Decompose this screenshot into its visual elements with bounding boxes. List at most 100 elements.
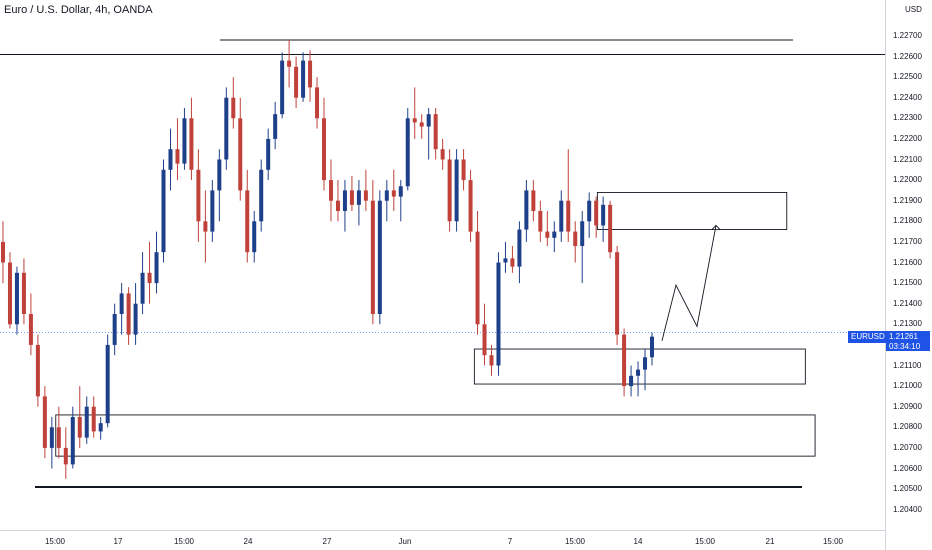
candle-body bbox=[384, 190, 389, 201]
candle-body bbox=[133, 303, 138, 335]
price-label: 1.20700 bbox=[893, 442, 922, 452]
candle-body bbox=[210, 190, 215, 232]
candle-body bbox=[280, 60, 285, 115]
candle-body bbox=[231, 97, 236, 119]
projection-path bbox=[661, 225, 717, 341]
time-label: 15:00 bbox=[173, 537, 195, 546]
candle-body bbox=[49, 427, 54, 448]
time-label: 15:00 bbox=[694, 537, 716, 546]
candle-body bbox=[217, 159, 222, 191]
candle-body bbox=[405, 118, 410, 187]
horizontal-levels bbox=[0, 39, 885, 489]
candle-body bbox=[461, 159, 466, 181]
price-label: 1.21800 bbox=[893, 216, 922, 226]
candle-body bbox=[259, 169, 264, 222]
candle-body bbox=[370, 200, 375, 314]
price-label: 1.21900 bbox=[893, 195, 922, 205]
zone-box bbox=[55, 414, 816, 457]
price-label: 1.21100 bbox=[893, 360, 922, 370]
candle-body bbox=[447, 159, 452, 222]
candle-body bbox=[594, 200, 599, 226]
candle-body bbox=[629, 375, 634, 387]
candle-body bbox=[412, 118, 417, 123]
time-label: 15:00 bbox=[564, 537, 586, 546]
price-label: 1.22600 bbox=[893, 51, 922, 61]
candle-body bbox=[140, 272, 145, 304]
candle-body bbox=[419, 122, 424, 127]
candle-body bbox=[119, 293, 124, 314]
price-label: 1.21600 bbox=[893, 257, 922, 267]
candle-body bbox=[154, 252, 159, 284]
candle-body bbox=[377, 200, 382, 314]
candle-body bbox=[608, 204, 613, 253]
candle-body bbox=[322, 118, 327, 181]
candle-body bbox=[63, 447, 68, 465]
candle-body bbox=[203, 221, 208, 232]
price-label: 1.20800 bbox=[893, 422, 922, 432]
candle-body bbox=[70, 417, 75, 465]
candle-body bbox=[196, 169, 201, 222]
candle-body bbox=[301, 60, 306, 98]
candle-body bbox=[147, 272, 152, 284]
candle-body bbox=[335, 200, 340, 211]
candles-group bbox=[1, 40, 654, 479]
candle-body bbox=[28, 314, 33, 345]
candle-body bbox=[496, 262, 501, 366]
price-label: 1.22500 bbox=[893, 72, 922, 82]
price-label: 1.21000 bbox=[893, 381, 922, 391]
time-label: 15:00 bbox=[822, 537, 844, 546]
last-price-tag: 1.21261 bbox=[886, 331, 930, 343]
price-label: 1.20500 bbox=[893, 484, 922, 494]
candle-body bbox=[538, 211, 543, 232]
time-label: 17 bbox=[113, 537, 123, 546]
candle-body bbox=[126, 293, 131, 335]
candle-body bbox=[545, 231, 550, 238]
price-label: 1.21500 bbox=[893, 278, 922, 288]
symbol-price-tag: EURUSD bbox=[848, 331, 888, 343]
candle-body bbox=[615, 252, 620, 335]
candle-body bbox=[42, 396, 47, 448]
candle-body bbox=[91, 406, 96, 432]
price-axis[interactable] bbox=[885, 0, 932, 550]
zone-box bbox=[596, 192, 788, 230]
zone-box bbox=[473, 348, 806, 385]
projection-path-group bbox=[661, 224, 721, 341]
candle-body bbox=[175, 149, 180, 164]
price-label: 1.22400 bbox=[893, 92, 922, 102]
candle-body bbox=[454, 159, 459, 222]
supply-demand-boxes bbox=[55, 192, 816, 457]
candle-body bbox=[56, 427, 61, 448]
time-label: 27 bbox=[322, 537, 332, 546]
candle-body bbox=[552, 231, 557, 238]
candle-body bbox=[84, 406, 89, 438]
candle-body bbox=[489, 355, 494, 366]
candle-body bbox=[503, 258, 508, 263]
candle-body bbox=[315, 87, 320, 119]
price-label: 1.22300 bbox=[893, 113, 922, 123]
currency-label[interactable]: USD bbox=[905, 5, 922, 14]
candle-body bbox=[566, 200, 571, 232]
candle-body bbox=[21, 272, 26, 314]
candle-body bbox=[238, 118, 243, 191]
candle-body bbox=[342, 190, 347, 211]
price-label: 1.22700 bbox=[893, 30, 922, 40]
candle-body bbox=[580, 221, 585, 247]
price-label: 1.20600 bbox=[893, 463, 922, 473]
time-label: 24 bbox=[243, 537, 253, 546]
time-label: 15:00 bbox=[44, 537, 66, 546]
candle-body bbox=[650, 336, 654, 358]
candle-body bbox=[426, 114, 431, 127]
candle-body bbox=[573, 231, 578, 247]
candle-body bbox=[1, 241, 5, 263]
price-label: 1.22000 bbox=[893, 175, 922, 185]
price-label: 1.21300 bbox=[893, 319, 922, 329]
candle-body bbox=[224, 97, 229, 160]
candle-body bbox=[182, 118, 187, 164]
time-label: Jun bbox=[398, 537, 412, 546]
candle-body bbox=[559, 200, 564, 232]
candle-body bbox=[391, 190, 396, 197]
candle-body bbox=[433, 114, 438, 150]
candle-body bbox=[468, 180, 473, 232]
candle-body bbox=[308, 60, 313, 88]
